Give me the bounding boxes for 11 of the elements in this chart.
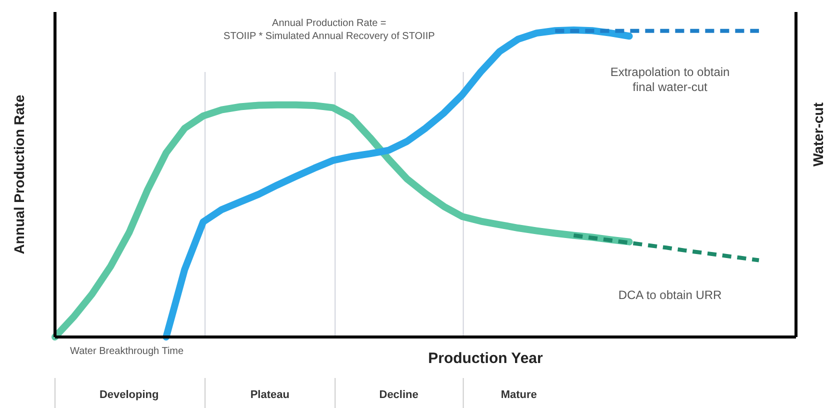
annotation: Extrapolation to obtain final water-cut [610, 65, 730, 94]
text: Developing [99, 389, 159, 401]
x-axis-title: Production Year [428, 350, 544, 367]
text: Decline [379, 389, 418, 401]
y2-axis-title: Water-cut [810, 102, 826, 167]
y-axis-title: Annual Production Rate [11, 94, 27, 254]
text: Mature [500, 389, 537, 401]
text: Water Breakthrough Time [70, 346, 184, 357]
annotation: DCA to obtain URR [618, 288, 722, 302]
text: Plateau [250, 389, 290, 401]
annotation: Annual Production Rate = STOIIP * Simulated Annual Recovery of STOIIP [224, 18, 436, 42]
